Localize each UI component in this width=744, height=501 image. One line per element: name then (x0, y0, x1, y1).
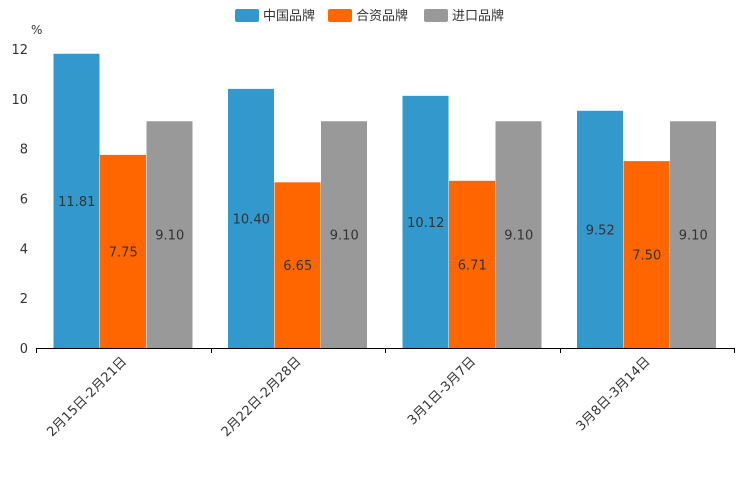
y-tick-label: 6 (20, 193, 28, 208)
y-tick-label: 0 (20, 342, 28, 357)
value-label-3-2: 6.71 (458, 258, 487, 273)
y-tick-label: 4 (20, 242, 28, 257)
y-axis-unit-label: % (31, 23, 42, 37)
bar-4-3 (670, 121, 716, 348)
x-tick-label-3: 3月1日-3月7日 (405, 354, 479, 428)
legend-swatch-2 (328, 9, 352, 22)
value-label-3-3: 9.10 (504, 229, 533, 244)
bar-4-2 (623, 161, 670, 348)
y-axis: 0 2 4 6 8 10 12 (11, 43, 28, 357)
legend-swatch-1 (235, 9, 259, 22)
value-label-1-2: 7.75 (109, 245, 138, 260)
y-tick-label: 10 (11, 93, 28, 108)
value-label-4-2: 7.50 (632, 249, 661, 264)
legend-swatch-3 (424, 9, 448, 22)
bar-1-3 (146, 121, 193, 348)
value-label-4-1: 9.52 (586, 223, 615, 238)
bar-2-2 (274, 182, 321, 348)
bar-3-1 (402, 95, 449, 349)
value-label-2-2: 6.65 (283, 259, 312, 274)
bar-3-2 (449, 180, 495, 348)
y-tick-label: 12 (11, 43, 28, 58)
bar-1-1 (53, 53, 100, 349)
bar-2-1 (228, 88, 274, 348)
legend-label-2: 合资品牌 (356, 8, 408, 24)
legend-label-1: 中国品牌 (263, 8, 315, 24)
x-tick-label-4: 3月8日-3月14日 (574, 354, 654, 434)
x-axis: 2月15日-2月21日 2月22日-2月28日 3月1日-3月7日 3月8日-3月14… (36, 348, 735, 440)
bar-1-2 (100, 154, 146, 348)
value-label-1-1: 11.81 (58, 195, 95, 210)
bar-4-1 (577, 110, 623, 348)
value-label-1-3: 9.10 (155, 229, 184, 244)
bar-2-3 (321, 121, 367, 348)
x-tick-label-1: 2月15日-2月21日 (44, 354, 130, 440)
legend-label-3: 进口品牌 (452, 8, 504, 24)
legend: 中国品牌 合资品牌 进口品牌 (235, 8, 504, 24)
value-label-2-3: 9.10 (330, 229, 359, 244)
y-tick-label: 2 (20, 292, 28, 307)
value-label-3-1: 10.12 (407, 216, 444, 231)
bar-3-3 (495, 121, 542, 348)
x-tick-label-2: 2月22日-2月28日 (219, 354, 305, 440)
value-labels: 11.81 7.75 9.10 10.40 6.65 9.10 10.12 6.71 9.10 9… (58, 195, 708, 274)
value-label-2-1: 10.40 (233, 212, 270, 227)
y-tick-label: 8 (20, 143, 28, 158)
bars (53, 53, 716, 349)
value-label-4-3: 9.10 (679, 229, 708, 244)
